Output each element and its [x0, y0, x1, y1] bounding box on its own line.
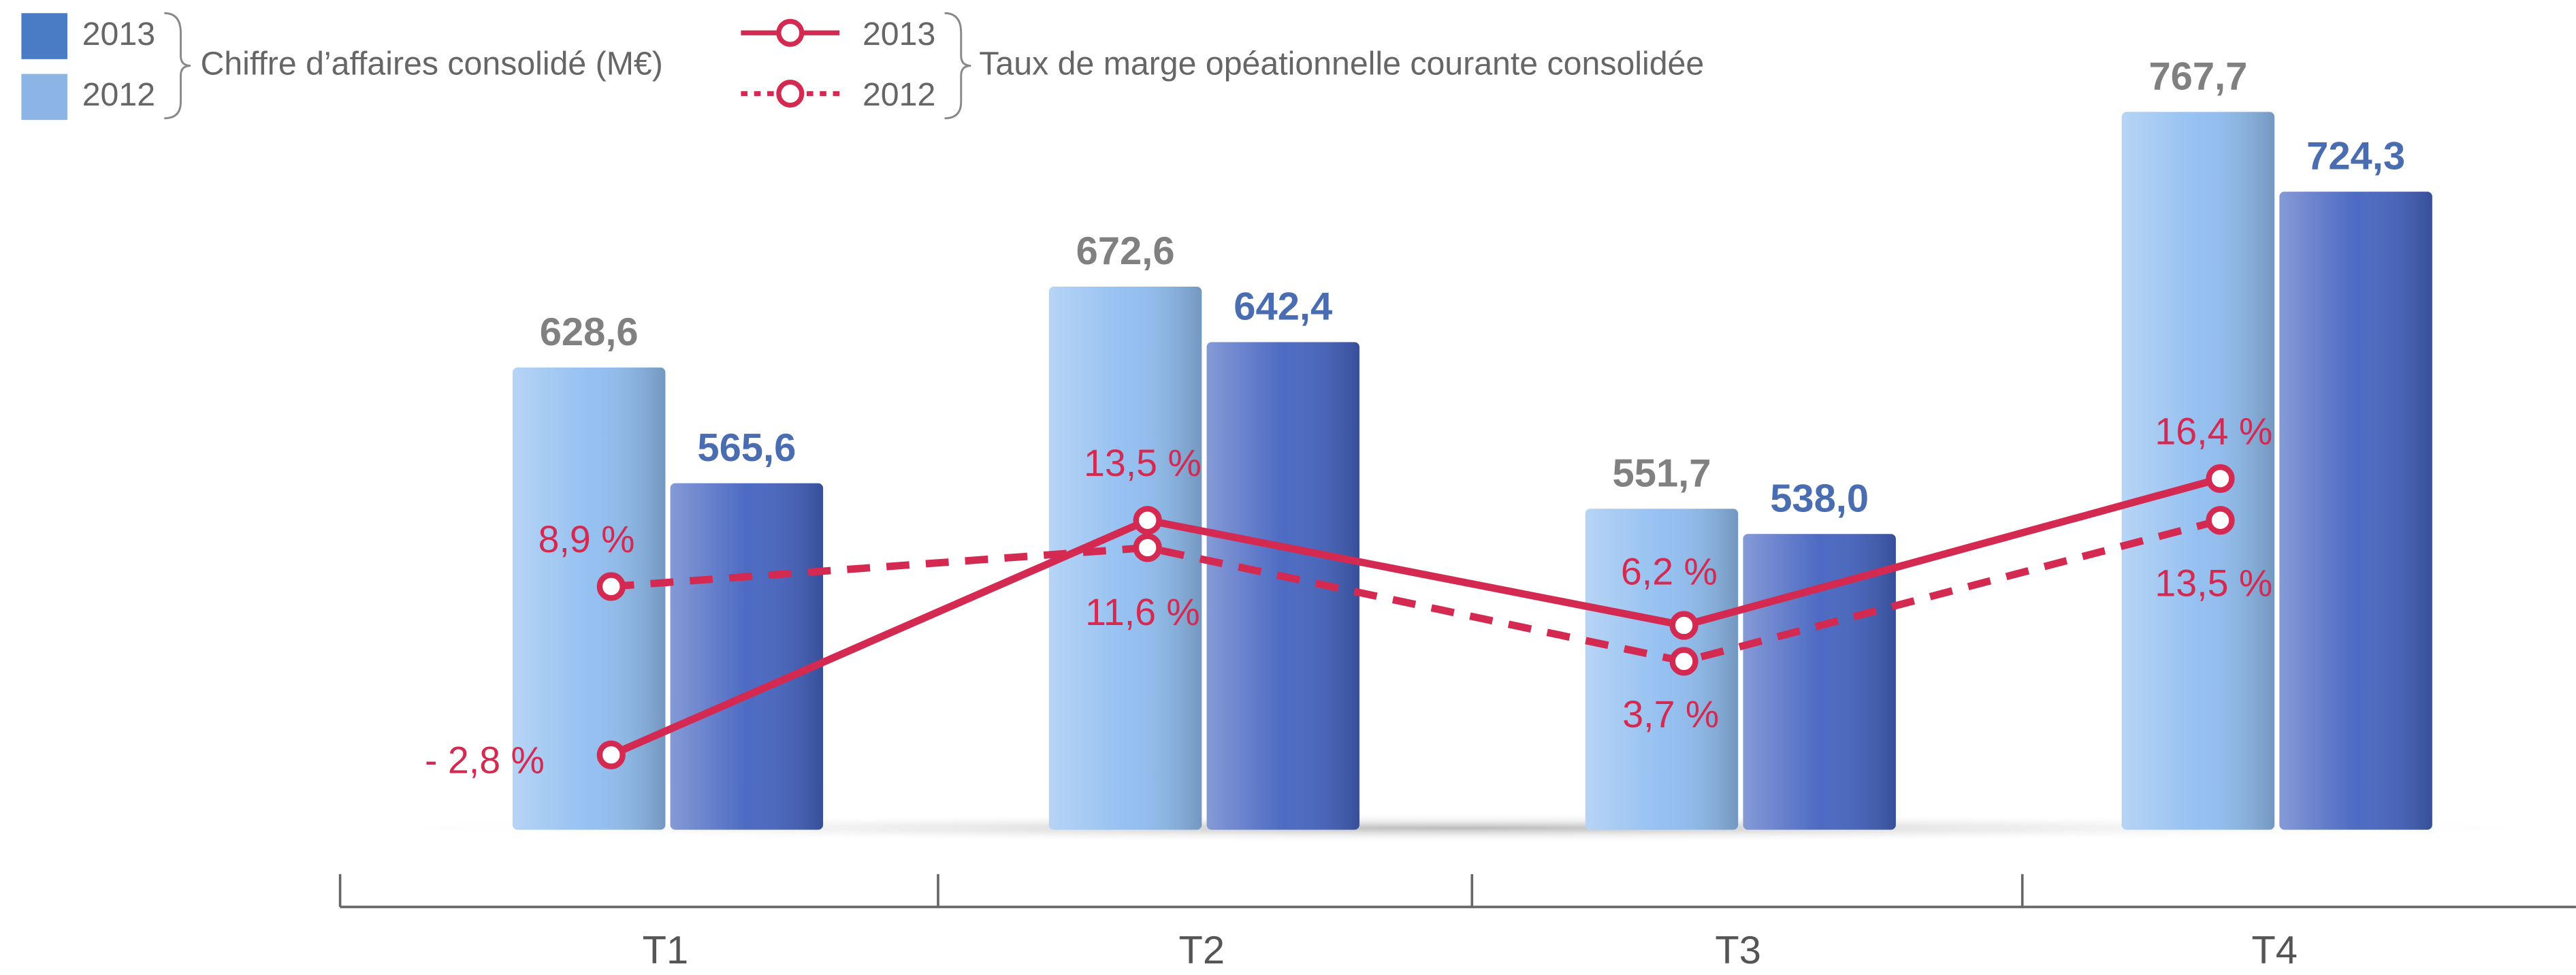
bar-value-label: 628,6 — [540, 310, 639, 354]
line-value-label: 8,9 % — [538, 518, 635, 560]
legend-marker — [776, 80, 805, 108]
line-value-label: - 2,8 % — [425, 739, 545, 781]
line-value-label: 11,6 % — [1085, 591, 1200, 633]
legend-label: 2013 — [863, 16, 935, 52]
legend-label: 2012 — [82, 76, 155, 113]
margin-line — [609, 475, 2221, 758]
x-axis — [338, 874, 2576, 908]
bar — [2121, 112, 2275, 830]
line-marker — [596, 740, 626, 769]
margin-line — [611, 516, 2221, 665]
legend: 2013 2012 Chiffre d’affaires consolidé (… — [21, 12, 1704, 121]
line-value-label: 6,2 % — [1621, 550, 1718, 592]
legend-brace — [944, 12, 971, 120]
x-tick-label: T4 — [2251, 929, 2298, 972]
bar-value-label: 672,6 — [1076, 229, 1175, 273]
line-marker — [1669, 611, 1698, 640]
bar-value-label: 767,7 — [2148, 54, 2247, 98]
legend-label: 2013 — [82, 16, 155, 52]
line-marker — [1133, 506, 1162, 535]
line-value-label: 16,4 % — [2155, 410, 2272, 452]
x-tick-label: T2 — [1179, 929, 1225, 972]
bar — [2279, 191, 2432, 830]
bar — [1743, 534, 1896, 830]
bar-value-label: 565,6 — [697, 426, 796, 470]
bar-value-label: 538,0 — [1770, 477, 1869, 520]
line-marker — [596, 572, 626, 601]
bar-value-label: 551,7 — [1613, 451, 1711, 495]
legend-title: Taux de marge opéationnelle courante con… — [979, 45, 1704, 82]
bar — [1048, 287, 1202, 830]
bar-value-label: 642,4 — [1234, 285, 1332, 329]
legend-swatch — [21, 74, 67, 121]
line-value-label: 13,5 % — [1084, 442, 1202, 484]
legend-marker — [776, 18, 805, 47]
x-tick-label: T3 — [1715, 929, 1761, 972]
line-value-label: 13,5 % — [2155, 562, 2272, 604]
legend-label: 2012 — [863, 76, 935, 113]
line-marker — [1669, 647, 1698, 676]
bar-value-label: 724,3 — [2306, 135, 2405, 178]
line-value-label: 3,7 % — [1622, 693, 1719, 735]
legend-swatch — [21, 13, 67, 59]
x-tick-label: T1 — [643, 929, 689, 972]
line-marker — [2206, 464, 2235, 494]
legend-brace — [164, 12, 191, 120]
line-marker — [2206, 506, 2235, 535]
line-marker — [1133, 533, 1162, 562]
bar — [670, 483, 824, 830]
floor-shadow — [329, 813, 2576, 843]
legend-title: Chiffre d’affaires consolidé (M€) — [200, 45, 662, 82]
